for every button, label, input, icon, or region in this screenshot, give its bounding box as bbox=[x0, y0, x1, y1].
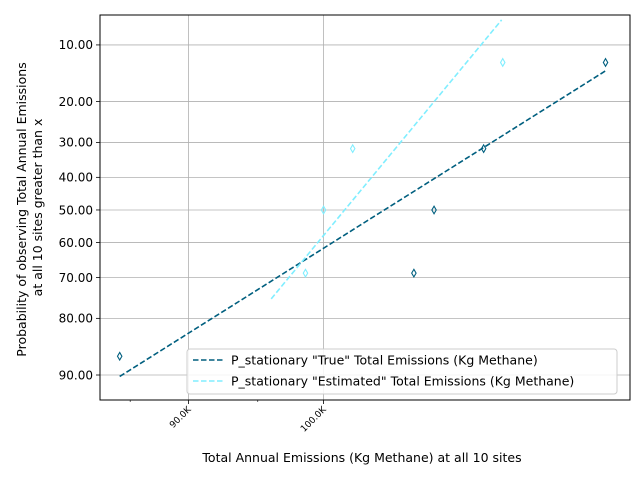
legend-box bbox=[186, 348, 618, 395]
plot-frame bbox=[99, 14, 631, 401]
data-point-series-0-0 bbox=[116, 351, 123, 362]
y-axis-label-line-1: Probability of observing Total Annual Em… bbox=[14, 62, 29, 356]
data-point-series-0-1 bbox=[411, 268, 417, 278]
line-layer bbox=[119, 19, 606, 378]
y-axis-label: Probability of observing Total Annual Em… bbox=[14, 58, 45, 356]
x-axis-label: Total Annual Emissions (Kg Methane) at a… bbox=[201, 450, 521, 465]
fit-line-series-1 bbox=[270, 19, 503, 300]
data-point-series-1-0 bbox=[302, 268, 309, 278]
fit-line-series-0 bbox=[119, 70, 606, 378]
y-tick-label-2: 30.00 bbox=[59, 136, 93, 150]
legend-label-true: P_stationary "True" Total Emissions (Kg … bbox=[231, 353, 538, 368]
data-point-series-0-4 bbox=[602, 57, 609, 68]
y-axis-label-line-2: at all 10 sites greater than x bbox=[30, 119, 45, 297]
y-tick-label-6: 70.00 bbox=[59, 271, 93, 285]
legend: P_stationary "True" Total Emissions (Kg … bbox=[186, 348, 618, 395]
data-point-series-0-3 bbox=[480, 143, 487, 154]
x-tick-label-1: 100.0K bbox=[299, 404, 329, 434]
y-tick-label-1: 20.00 bbox=[59, 95, 93, 109]
data-point-series-1-3 bbox=[499, 57, 506, 68]
data-point-series-1-1 bbox=[320, 205, 327, 215]
y-tick-label-3: 40.00 bbox=[59, 171, 93, 185]
y-tick-label-0: 10.00 bbox=[59, 38, 93, 52]
y-tick-label-4: 50.00 bbox=[59, 203, 93, 217]
y-tick-label-7: 80.00 bbox=[59, 312, 93, 326]
x-tick-label-0: 90.0K bbox=[168, 404, 194, 430]
grid-layer bbox=[100, 15, 630, 400]
data-point-series-0-2 bbox=[431, 205, 437, 215]
data-point-series-1-2 bbox=[349, 143, 356, 154]
y-tick-label-8: 90.00 bbox=[59, 368, 93, 382]
legend-label-estimated: P_stationary "Estimated" Total Emissions… bbox=[231, 374, 574, 389]
y-tick-label-5: 60.00 bbox=[59, 236, 93, 250]
marker-layer bbox=[116, 57, 609, 362]
